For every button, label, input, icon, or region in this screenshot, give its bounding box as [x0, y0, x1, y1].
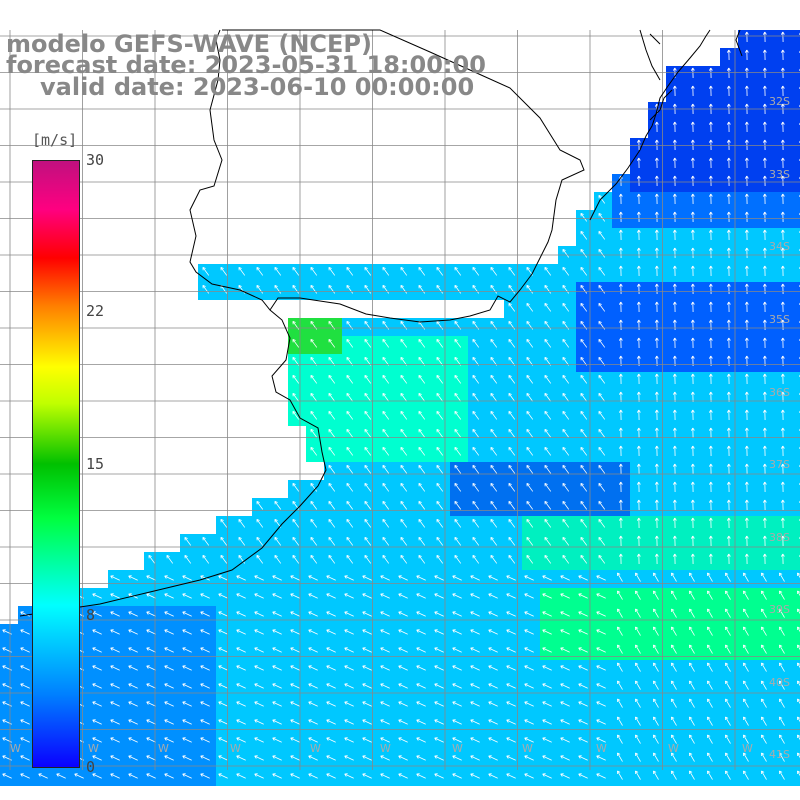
lat-label-36s: 36S: [769, 386, 790, 399]
forecast-date: forecast date: 2023-05-31 18:00:00: [6, 51, 486, 79]
colorbar: [32, 160, 80, 768]
lat-label-34s: 34S: [769, 240, 790, 253]
lat-label-41s: 41S: [769, 748, 790, 761]
lon-label-10: W: [668, 742, 679, 755]
colorbar-unit: [m/s]: [32, 131, 78, 149]
lat-label-38s: 38S: [769, 531, 790, 544]
lat-lon-grid: [0, 30, 800, 770]
lon-label-5: W: [310, 742, 321, 755]
colorbar-tick-30: 30: [86, 151, 105, 169]
inland-border: [639, 29, 743, 121]
lat-label-39s: 39S: [769, 603, 790, 616]
colorbar-tick-22: 22: [86, 302, 105, 320]
colorbar-tick-8: 8: [86, 606, 96, 624]
lat-label-37s: 37S: [769, 458, 790, 471]
lat-label-35s: 35S: [769, 313, 790, 326]
colorbar-tick-0: 0: [86, 758, 96, 776]
lon-label-7: W: [452, 742, 463, 755]
lat-label-33s: 33S: [769, 168, 790, 181]
colorbar-tick-15: 15: [86, 455, 105, 473]
lat-label-40s: 40S: [769, 676, 790, 689]
model-title: modelo GEFS-WAVE (NCEP): [6, 30, 372, 58]
speed-field: [0, 30, 800, 786]
lon-label-8: W: [522, 742, 533, 755]
lon-label-6: W: [380, 742, 391, 755]
lon-label-2: W: [88, 742, 99, 755]
lon-label-9: W: [596, 742, 607, 755]
wind-arrows: [2, 31, 800, 780]
lon-label-11: W: [742, 742, 753, 755]
valid-date: valid date: 2023-06-10 00:00:00: [40, 73, 475, 101]
lon-label-4: W: [230, 742, 241, 755]
lon-label-1: W: [10, 742, 21, 755]
lon-label-3: W: [158, 742, 169, 755]
lat-label-32s: 32S: [769, 95, 790, 108]
